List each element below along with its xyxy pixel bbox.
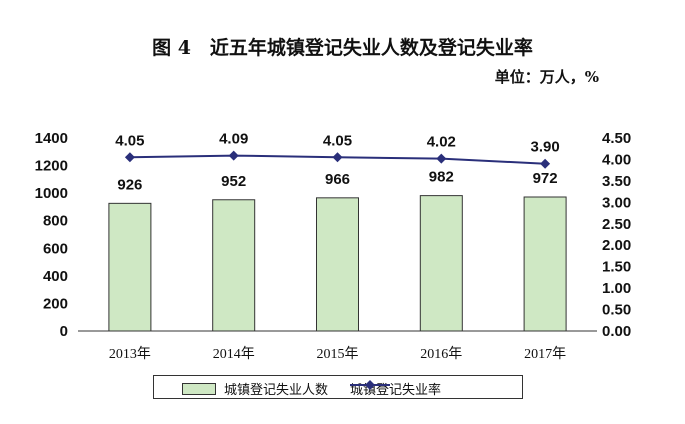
bar-data-label: 972 [533, 170, 558, 187]
x-tick-label: 2014年 [213, 346, 255, 362]
x-tick-label: 2017年 [524, 346, 566, 362]
rate-point [436, 153, 447, 164]
y-right-tick-label: 2.00 [602, 237, 631, 254]
x-tick-label: 2013年 [109, 346, 151, 362]
bar [316, 197, 359, 332]
bar-data-label: 966 [325, 171, 350, 188]
legend-item-line: 城镇登记失业率 [350, 379, 441, 398]
bar [419, 195, 463, 332]
rate-data-label: 4.09 [219, 131, 248, 148]
y-right-tick-label: 2.50 [602, 216, 631, 233]
y-left-tick-label: 1400 [35, 130, 68, 147]
bar-data-label: 952 [221, 173, 246, 190]
y-left-tick-label: 800 [43, 213, 68, 230]
rate-point [228, 150, 239, 161]
x-tick-label: 2015年 [317, 346, 359, 362]
legend-bar-swatch [182, 382, 216, 395]
rate-point [540, 158, 551, 169]
y-right-tick-label: 0.50 [602, 302, 631, 319]
y-left-tick-label: 400 [43, 268, 68, 285]
y-right-tick-label: 4.00 [602, 151, 631, 168]
rate-data-label: 4.05 [115, 132, 144, 149]
chart-legend: 城镇登记失业人数 城镇登记失业率 [153, 375, 523, 399]
rate-point [124, 152, 135, 163]
legend-item-bar: 城镇登记失业人数 [182, 379, 328, 398]
legend-bar-label: 城镇登记失业人数 [224, 383, 329, 398]
bar [212, 199, 256, 332]
bar-data-label: 982 [429, 169, 454, 186]
y-right-tick-label: 0.00 [602, 323, 631, 340]
legend-line-swatch [350, 380, 390, 390]
bar [523, 196, 567, 332]
y-right-tick-label: 3.00 [602, 194, 631, 211]
y-left-tick-label: 1200 [35, 158, 68, 175]
bar [108, 202, 152, 332]
x-tick-label: 2016年 [420, 346, 462, 362]
bar-data-label: 926 [117, 176, 142, 193]
y-left-tick-label: 600 [43, 240, 68, 257]
y-right-tick-label: 1.00 [602, 280, 631, 297]
y-left-tick-label: 1000 [35, 185, 68, 202]
rate-data-label: 4.05 [323, 132, 352, 149]
y-left-tick-label: 0 [60, 323, 68, 340]
chart-title: 图 4 近五年城镇登记失业人数及登记失业率 [152, 37, 533, 59]
y-right-tick-label: 4.50 [602, 130, 631, 147]
y-right-tick-label: 1.50 [602, 259, 631, 276]
y-left-tick-label: 200 [43, 295, 68, 312]
rate-point [332, 152, 343, 163]
y-right-tick-label: 3.50 [602, 173, 631, 190]
unit-label: 单位：万人，% [494, 68, 599, 86]
rate-data-label: 3.90 [530, 139, 559, 156]
rate-data-label: 4.02 [427, 134, 456, 151]
